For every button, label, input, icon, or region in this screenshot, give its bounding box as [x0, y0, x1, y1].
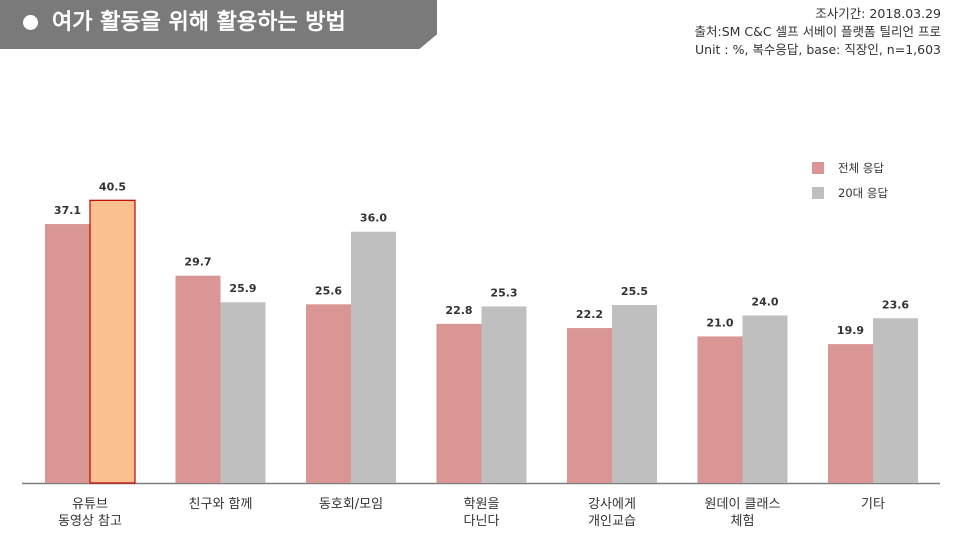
bar-total-0 [45, 224, 90, 484]
data-label: 37.1 [54, 204, 81, 217]
data-label: 25.3 [490, 286, 517, 299]
legend-label: 20대 응답 [838, 186, 888, 200]
bar-total-1 [175, 275, 221, 483]
category-label: 동호회/모임 [319, 497, 383, 512]
source-note: 출처:SM C&C 셀프 서베이 플랫폼 틸리언 프로 [694, 24, 941, 39]
category-label: 체험 [731, 514, 755, 529]
data-label: 25.5 [621, 285, 648, 298]
data-label: 25.6 [315, 284, 342, 297]
category-label: 다닌다 [464, 514, 500, 529]
data-label: 24.0 [751, 295, 778, 308]
bar-20s-0 [89, 199, 136, 484]
bar-total-6 [828, 344, 873, 483]
data-label: 29.7 [184, 256, 211, 269]
data-label: 23.6 [882, 298, 909, 311]
data-label: 40.5 [99, 180, 126, 193]
bar-total-5 [697, 336, 743, 483]
bar-20s-3 [481, 306, 527, 483]
category-label: 개인교습 [588, 514, 636, 529]
bar-20s-4 [612, 305, 657, 483]
data-label: 25.9 [229, 282, 256, 295]
legend-swatch-0 [812, 162, 824, 174]
bar-total-2 [306, 304, 351, 483]
category-label: 유튜브 [72, 497, 108, 512]
bar-20s-1 [220, 302, 266, 483]
bar-total-4 [567, 328, 612, 483]
category-label: 친구와 함께 [189, 497, 253, 512]
bullet-dot-icon [23, 15, 38, 30]
bar-20s-2 [351, 231, 396, 483]
bar-20s-6 [873, 318, 918, 483]
page-title: 여가 활동을 위해 활용하는 방법 [52, 10, 346, 35]
category-label: 원데이 클래스 [705, 497, 781, 512]
legend-swatch-1 [812, 187, 824, 199]
survey-period: 조사기간: 2018.03.29 [815, 6, 941, 21]
data-label: 22.8 [445, 304, 472, 317]
data-label: 21.0 [706, 316, 733, 329]
category-label: 기타 [861, 497, 885, 512]
data-label: 19.9 [837, 324, 864, 337]
category-label: 학원을 [464, 497, 500, 512]
bar-20s-5 [742, 315, 788, 483]
category-label: 동영상 참고 [58, 514, 122, 529]
title-banner: 여가 활동을 위해 활용하는 방법 [0, 0, 437, 49]
unit-note: Unit : %, 복수응답, base: 직장인, n=1,603 [695, 42, 941, 57]
category-label: 강사에게 [588, 497, 636, 512]
data-label: 22.2 [576, 308, 603, 321]
data-label: 36.0 [360, 212, 387, 225]
bar-total-3 [436, 323, 482, 483]
legend-label: 전체 응답 [838, 161, 884, 175]
